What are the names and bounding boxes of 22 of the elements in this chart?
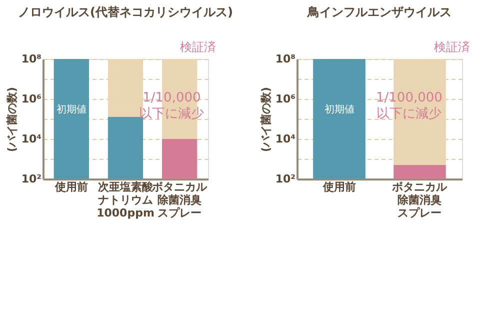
x-tick-label: 使用前	[322, 180, 356, 194]
x-tick-label: 次亜塩素酸ナトリウム1000ppm	[96, 180, 154, 220]
annotation: 初期値	[324, 103, 354, 116]
y-tick-label: 10⁸	[21, 52, 42, 66]
y-axis-title: (バイ菌の数)	[5, 86, 18, 152]
bar	[162, 139, 198, 179]
bar	[54, 59, 89, 179]
y-tick-label: 10⁴	[275, 132, 296, 146]
y-axis-title: (バイ菌の数)	[259, 86, 272, 152]
y-tick-label: 10⁴	[21, 132, 42, 146]
y-tick-label: 10²	[21, 172, 42, 186]
text: 検証済	[180, 40, 216, 54]
annotation: 初期値	[56, 103, 86, 116]
y-tick-label: 10⁶	[275, 92, 296, 106]
x-tick-label: ボタニカル除菌消臭スプレー	[391, 180, 448, 220]
y-tick-label: 10⁸	[275, 52, 296, 66]
chart-title: 鳥インフルエンザウイルス	[306, 5, 452, 19]
y-tick-label: 10⁶	[21, 92, 42, 106]
text: 検証済	[434, 40, 470, 54]
y-tick-label: 10²	[275, 172, 296, 186]
x-tick-label: 使用前	[54, 180, 88, 194]
chart-title: ノロウイルス(代替ネコカリシウイルス)	[18, 5, 233, 19]
